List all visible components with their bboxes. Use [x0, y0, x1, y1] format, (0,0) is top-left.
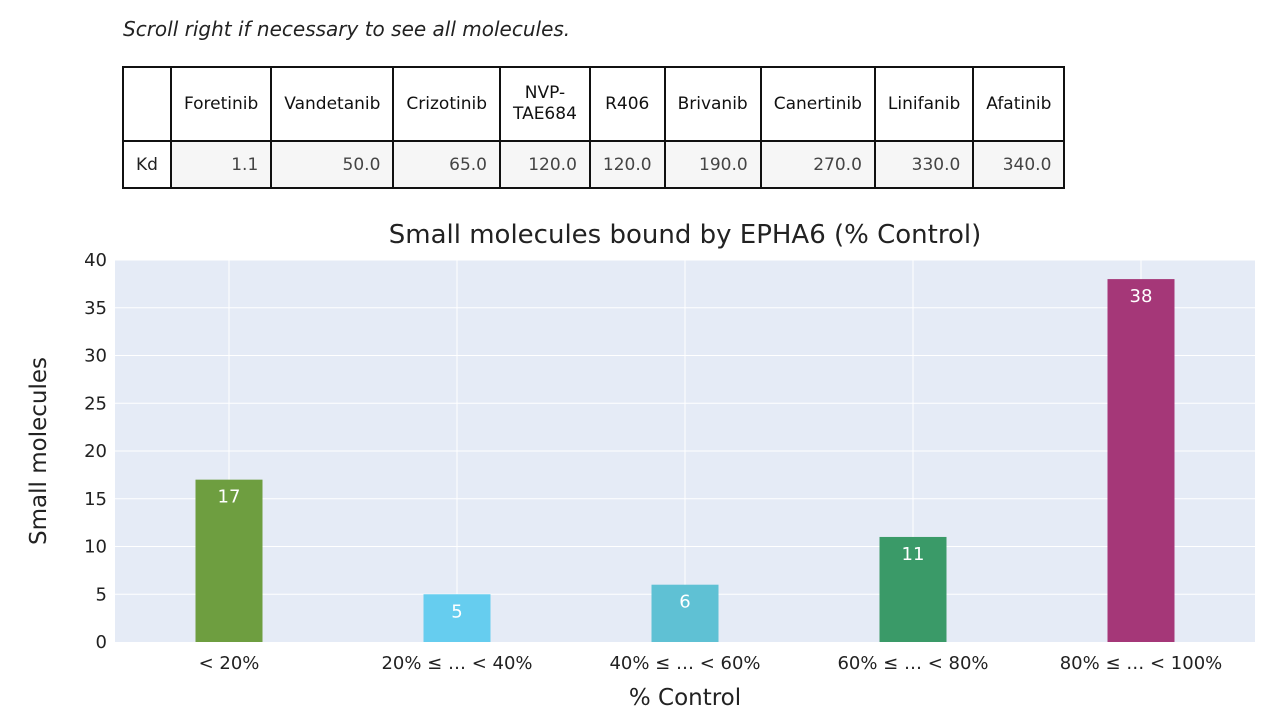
bar[interactable] [423, 594, 491, 642]
table-header-row: Foretinib Vandetanib Crizotinib NVP- TAE684… [122, 66, 1066, 142]
kd-value-cell: 190.0 [663, 140, 762, 189]
column-header: Canertinib [759, 66, 876, 142]
bar-value-label: 38 [1130, 286, 1153, 307]
bar-value-label: 5 [451, 601, 462, 622]
y-tick-label: 10 [84, 537, 107, 558]
bar-value-label: 6 [679, 592, 690, 613]
bar-chart: Small molecules bound by EPHA6 (% Contro… [26, 220, 1255, 711]
bar-value-label: 17 [218, 487, 241, 508]
table-row: Kd 1.1 50.0 65.0 120.0 120.0 190.0 270.0 330.0 3… [122, 140, 1066, 189]
bar-value-label: 11 [902, 544, 925, 565]
bar[interactable] [651, 584, 719, 642]
column-header: Vandetanib [270, 66, 395, 142]
column-header: NVP- TAE684 [499, 66, 591, 142]
x-tick-label: < 20% [199, 653, 260, 674]
y-tick-label: 40 [84, 250, 107, 271]
bar[interactable] [1107, 279, 1175, 642]
kd-value-cell: 65.0 [392, 140, 501, 189]
chart-title: Small molecules bound by EPHA6 (% Contro… [389, 220, 982, 250]
y-tick-label: 35 [84, 298, 107, 319]
x-tick-label: 80% ≤ … < 100% [1060, 653, 1223, 674]
kd-table-scroll-area[interactable]: Foretinib Vandetanib Crizotinib NVP- TAE684… [122, 66, 1280, 189]
column-header: Linifanib [873, 66, 975, 142]
y-axis-label: Small molecules [26, 357, 52, 545]
x-tick-label: 40% ≤ … < 60% [609, 653, 760, 674]
kd-table: Foretinib Vandetanib Crizotinib NVP- TAE684… [122, 66, 1066, 189]
bars: 17 5 6 11 38 [195, 279, 1175, 642]
kd-value-cell: 270.0 [759, 140, 876, 189]
x-tick-label: 60% ≤ … < 80% [837, 653, 988, 674]
row-label-kd: Kd [122, 140, 172, 189]
kd-value-cell: 120.0 [588, 140, 666, 189]
scroll-hint: Scroll right if necessary to see all mol… [123, 17, 571, 41]
y-tick-label: 20 [84, 441, 107, 462]
bar[interactable] [879, 536, 947, 642]
x-axis-label: % Control [629, 685, 741, 711]
x-axis-ticks: < 20% 20% ≤ … < 40% 40% ≤ … < 60% 60% ≤ … <… [199, 653, 1223, 674]
y-tick-label: 30 [84, 346, 107, 367]
y-tick-label: 25 [84, 393, 107, 414]
kd-value-cell: 50.0 [270, 140, 395, 189]
kd-value-cell: 120.0 [499, 140, 591, 189]
y-axis-ticks: 0 5 10 15 20 25 30 35 40 [84, 250, 107, 653]
column-header: Foretinib [169, 66, 273, 142]
grid-lines [115, 259, 1255, 642]
y-tick-label: 15 [84, 489, 107, 510]
column-header: R406 [588, 66, 666, 142]
kd-value-cell: 330.0 [873, 140, 975, 189]
y-tick-label: 5 [96, 584, 107, 605]
column-header: Crizotinib [392, 66, 501, 142]
column-header: Afatinib [972, 66, 1066, 142]
kd-value-cell: 1.1 [169, 140, 273, 189]
kd-value-cell: 340.0 [972, 140, 1066, 189]
table-corner-cell [122, 66, 172, 142]
bar[interactable] [195, 479, 263, 642]
y-tick-label: 0 [96, 632, 107, 653]
column-header: Brivanib [663, 66, 762, 142]
x-tick-label: 20% ≤ … < 40% [381, 653, 532, 674]
